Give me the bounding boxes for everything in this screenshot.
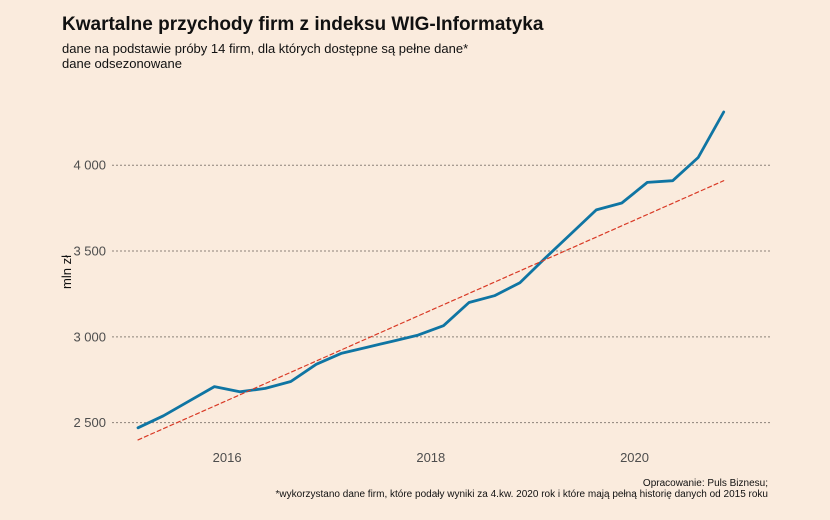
y-tick-label: 2 500 bbox=[73, 415, 106, 430]
x-axis-ticks: 2016 2018 2020 bbox=[213, 450, 649, 465]
chart-subtitle-note: dane odsezonowane bbox=[62, 56, 182, 71]
revenue-line bbox=[136, 110, 726, 430]
footnote-caption: *wykorzystano dane firm, które podały wy… bbox=[275, 489, 768, 500]
x-tick-label: 2018 bbox=[416, 450, 445, 465]
chart-subtitle: dane na podstawie próby 14 firm, dla któ… bbox=[62, 41, 469, 56]
y-tick-label: 3 500 bbox=[73, 244, 106, 259]
gridlines bbox=[112, 164, 770, 424]
y-axis-label: mln zł bbox=[59, 255, 74, 289]
chart-title: Kwartalne przychody firm z indeksu WIG-I… bbox=[62, 14, 544, 35]
trend-line bbox=[137, 180, 725, 441]
y-tick-label: 3 000 bbox=[73, 329, 106, 344]
y-axis-ticks: 2 500 3 000 3 500 4 000 bbox=[73, 158, 106, 430]
y-tick-label: 4 000 bbox=[73, 158, 106, 173]
series-layer bbox=[136, 110, 726, 441]
x-tick-label: 2020 bbox=[620, 450, 649, 465]
source-caption: Opracowanie: Puls Biznesu; bbox=[642, 478, 768, 489]
x-tick-label: 2016 bbox=[213, 450, 242, 465]
